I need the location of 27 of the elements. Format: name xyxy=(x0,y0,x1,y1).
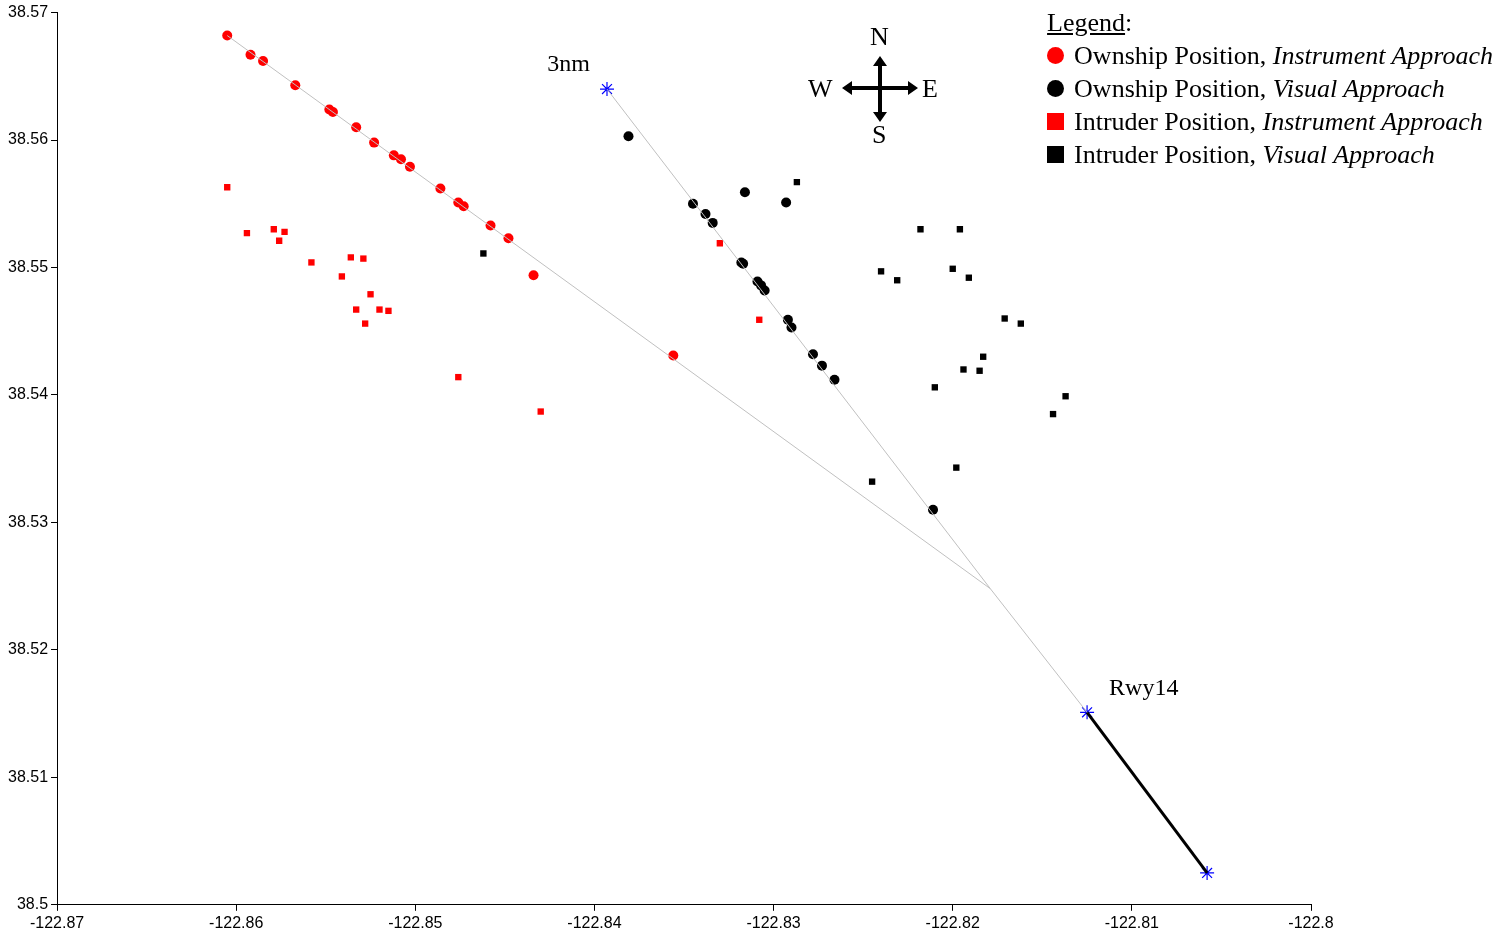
y-tick-label: 38.51 xyxy=(7,767,49,785)
y-tick-label: 38.5 xyxy=(16,895,49,913)
legend-label: Ownship Position, Visual Approach xyxy=(1074,73,1445,105)
y-tick-label: 38.54 xyxy=(7,385,49,403)
annotation: N xyxy=(870,22,889,51)
annotation: E xyxy=(922,74,938,103)
annotation: Rwy14 xyxy=(1109,673,1179,700)
y-tick-label: 38.57 xyxy=(7,3,49,21)
annotation: 3nm xyxy=(547,50,591,77)
y-tick-label: 38.52 xyxy=(7,640,49,658)
legend-label: Intruder Position, Instrument Approach xyxy=(1074,106,1483,138)
x-tick-label: -122.85 xyxy=(388,913,443,931)
x-tick-label: -122.87 xyxy=(29,913,85,931)
x-tick-label: -122.81 xyxy=(1104,913,1160,931)
y-tick-label: 38.56 xyxy=(7,130,49,148)
y-tick-label: 38.53 xyxy=(7,512,49,530)
annotation: S xyxy=(872,120,887,149)
x-tick-label: -122.82 xyxy=(925,913,980,931)
annotation: W xyxy=(808,74,833,103)
legend-title: Legend: xyxy=(1047,7,1134,39)
legend-label: Intruder Position, Visual Approach xyxy=(1074,139,1435,171)
x-tick-label: -122.86 xyxy=(209,913,264,931)
legend-label: Ownship Position, Instrument Approach xyxy=(1074,40,1493,72)
x-tick-label: -122.83 xyxy=(746,913,801,931)
x-tick-label: -122.8 xyxy=(1288,913,1334,931)
y-tick-label: 38.55 xyxy=(7,257,49,275)
x-tick-label: -122.84 xyxy=(567,913,622,931)
